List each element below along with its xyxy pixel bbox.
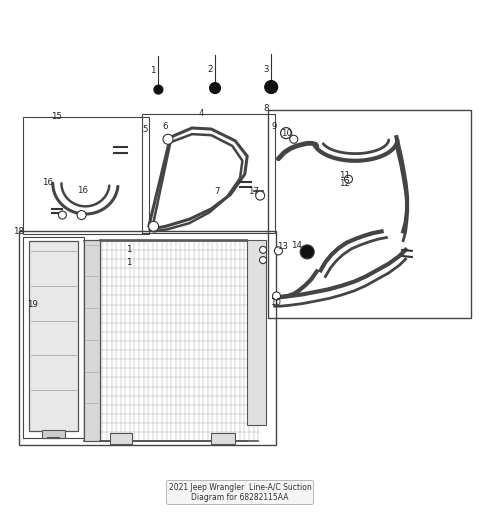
Bar [84,240,100,441]
Text: 6: 6 [162,122,168,131]
Text: 17: 17 [248,187,259,196]
Bar [23,117,149,234]
Bar [42,430,65,438]
Text: 11: 11 [339,170,350,180]
Circle shape [275,247,282,255]
Text: 19: 19 [27,300,38,309]
Text: 2: 2 [207,65,213,74]
Circle shape [260,257,266,264]
Bar [110,433,132,444]
Circle shape [59,211,66,219]
Circle shape [300,245,314,259]
Bar [19,231,276,445]
Circle shape [149,221,158,231]
Text: 7: 7 [214,187,220,197]
Circle shape [281,127,291,139]
Text: 3: 3 [263,65,269,74]
Text: 18: 18 [13,227,24,236]
Text: 5: 5 [142,124,148,134]
Text: 12: 12 [339,179,350,188]
Circle shape [260,246,266,253]
Circle shape [273,292,280,300]
Text: 1: 1 [150,66,156,75]
Circle shape [264,80,278,94]
Text: 16: 16 [77,186,88,195]
Circle shape [163,134,173,144]
Circle shape [256,191,264,200]
Bar [142,114,275,233]
Text: 16: 16 [42,178,52,187]
Text: 1: 1 [126,245,132,254]
Circle shape [345,175,352,183]
Bar [29,241,78,431]
Text: 15: 15 [51,112,62,121]
Text: 13: 13 [277,242,288,251]
Circle shape [290,135,298,143]
Text: 10: 10 [270,297,281,307]
Text: 9: 9 [272,122,277,132]
Bar [23,237,84,438]
Circle shape [210,82,220,94]
Text: 4: 4 [199,109,204,118]
Bar [268,110,471,318]
Circle shape [77,210,86,220]
Bar [247,240,266,425]
Circle shape [154,85,163,94]
Bar [211,433,235,444]
Text: 14: 14 [291,241,302,250]
Text: 2021 Jeep Wrangler  Line-A/C Suction
Diagram for 68282115AA: 2021 Jeep Wrangler Line-A/C Suction Diag… [168,483,312,502]
Text: 1: 1 [126,258,132,267]
Text: 10: 10 [281,129,291,138]
Text: 8: 8 [264,104,269,113]
